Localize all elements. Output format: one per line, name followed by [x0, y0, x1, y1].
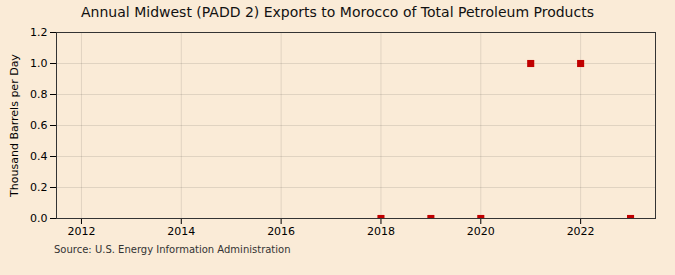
svg-text:Thousand Barrels per Day: Thousand Barrels per Day — [8, 54, 21, 198]
svg-text:0.6: 0.6 — [30, 119, 48, 132]
svg-text:2016: 2016 — [267, 225, 295, 238]
svg-text:0.8: 0.8 — [30, 88, 48, 101]
svg-text:2014: 2014 — [167, 225, 195, 238]
svg-text:0.4: 0.4 — [30, 150, 48, 163]
svg-text:2012: 2012 — [67, 225, 95, 238]
html-text:Source: U.S. Energy Informatio: Source: U.S. Energy Information Administ… — [54, 244, 291, 255]
html-text:Annual Midwest (PADD 2) Export: Annual Midwest (PADD 2) Exports to Moroc… — [81, 4, 594, 20]
svg-text:2020: 2020 — [467, 225, 495, 238]
svg-text:2022: 2022 — [567, 225, 595, 238]
svg-text:1.0: 1.0 — [30, 57, 48, 70]
svg-text:1.2: 1.2 — [30, 26, 48, 39]
svg-text:2018: 2018 — [367, 225, 395, 238]
svg-text:0.0: 0.0 — [30, 212, 48, 225]
svg-text:0.2: 0.2 — [30, 181, 48, 194]
